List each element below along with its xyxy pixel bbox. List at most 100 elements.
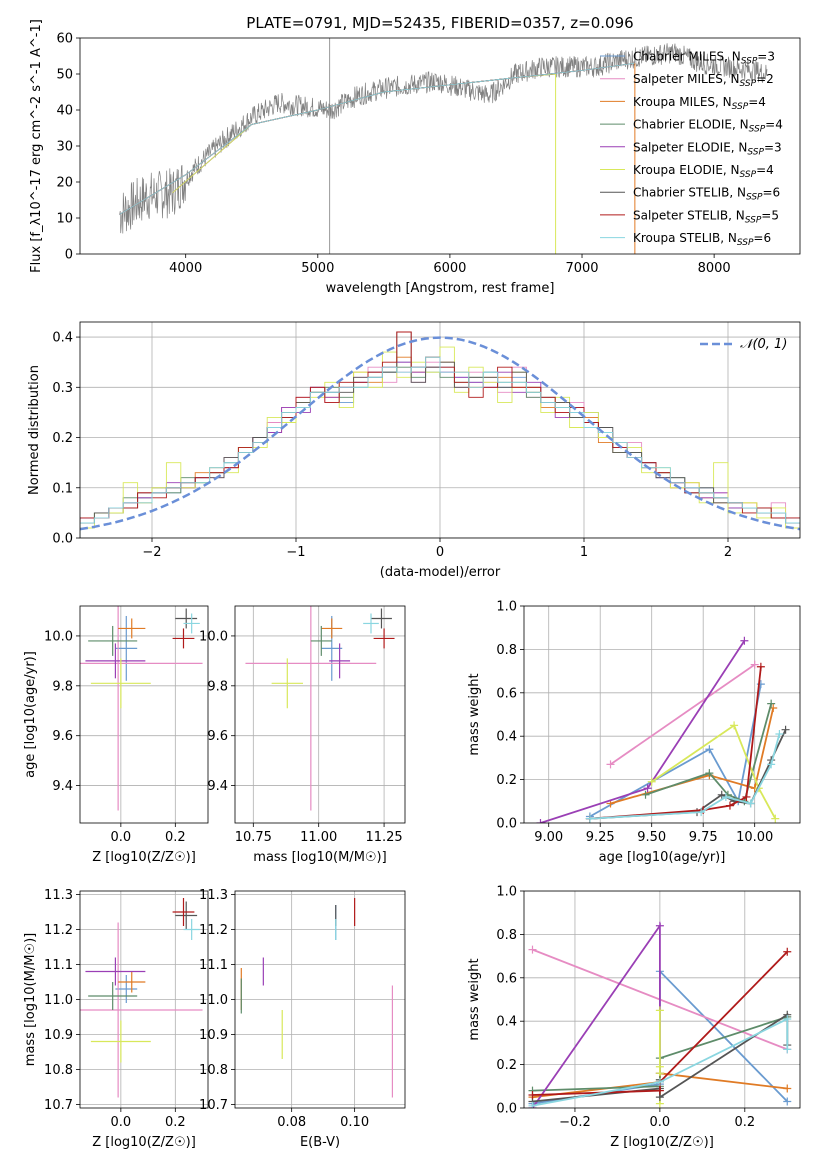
y-tick-label: 0.6 — [496, 686, 517, 701]
x-tick-label: 0.2 — [165, 830, 186, 845]
data-point-marker — [641, 790, 650, 799]
y-axis-label: mass weight — [467, 958, 482, 1040]
y-tick-label: 9.6 — [207, 729, 228, 744]
legend-subscript: SSP — [746, 193, 763, 203]
legend-entry: Kroupa MILES, NSSP=4 — [633, 95, 766, 112]
panel-age-vs-mass — [235, 606, 405, 823]
legend-label: Salpeter STELIB, N — [633, 208, 745, 222]
series-line — [532, 951, 788, 1096]
x-tick-label: 0 — [436, 545, 444, 560]
y-tick-label: 0.8 — [496, 643, 517, 658]
legend-subscript: SSP — [747, 147, 764, 157]
data-point-marker — [750, 660, 759, 669]
panel-mass-vs-EBV — [235, 891, 405, 1108]
legend-entry: 𝒩(0, 1) — [740, 337, 787, 352]
axes-frame — [79, 321, 801, 539]
y-tick-label: 0.6 — [496, 971, 517, 986]
y-tick-label: 0.2 — [496, 773, 517, 788]
y-tick-label: 0.0 — [52, 532, 73, 547]
y-tick-label: 0.8 — [496, 928, 517, 943]
data-point-marker — [643, 784, 652, 793]
panel-mass-weight-vs-age — [524, 606, 800, 823]
series-line — [119, 62, 635, 215]
x-tick-label: 5000 — [301, 261, 334, 276]
normal-pdf-line — [80, 336, 800, 531]
x-tick-label: 7000 — [565, 261, 598, 276]
x-tick-label: 0.08 — [277, 1115, 306, 1130]
y-tick-label: 11.3 — [199, 888, 228, 903]
data-point-marker — [528, 1101, 537, 1108]
y-tick-label: 10.9 — [44, 1028, 73, 1043]
legend-entry: Salpeter ELODIE, NSSP=3 — [633, 140, 782, 157]
x-axis-label: wavelength [Angstrom, rest frame] — [326, 281, 555, 296]
panel-mass-weight-vs-Z — [524, 891, 800, 1108]
y-tick-label: 0.4 — [496, 730, 517, 745]
legend-nssp: =4 — [765, 118, 783, 132]
x-axis-label: age [log10(age/yr)] — [599, 850, 726, 865]
data-point-marker — [717, 790, 726, 799]
series-line — [119, 62, 635, 215]
y-tick-label: 11.1 — [199, 958, 228, 973]
x-tick-label: 11.25 — [365, 830, 402, 845]
y-tick-label: 10.8 — [44, 1063, 73, 1078]
y-tick-label: 1.0 — [496, 600, 517, 615]
legend-entry: Kroupa ELODIE, NSSP=4 — [633, 163, 774, 180]
legend-entry: Chabrier STELIB, NSSP=6 — [633, 186, 780, 203]
data-point-marker — [697, 808, 706, 817]
data-point-marker — [775, 730, 784, 739]
y-tick-label: 1.0 — [496, 885, 517, 900]
y-tick-label: 11.0 — [44, 993, 73, 1008]
panel-age-vs-Z — [80, 606, 208, 823]
y-axis-label: Flux [f_λ10^-17 erg cm^-2 s^-1 A^-1] — [29, 19, 44, 273]
data-point-marker — [655, 1077, 664, 1086]
x-tick-label: 11.00 — [300, 830, 337, 845]
panel-mass-vs-Z — [80, 891, 208, 1108]
observed-spectrum-line — [119, 43, 768, 234]
legend-subscript: SSP — [732, 102, 749, 112]
legend-entry: Salpeter STELIB, NSSP=5 — [633, 208, 779, 225]
x-tick-label: 9.75 — [689, 830, 718, 845]
data-point-marker — [742, 792, 751, 801]
data-point-marker — [740, 636, 749, 645]
data-point-marker — [783, 947, 792, 956]
legend-nssp: =6 — [753, 231, 771, 245]
series-line — [119, 62, 635, 215]
y-tick-label: 10 — [56, 212, 73, 227]
axes-frame — [523, 605, 801, 824]
legend-label: Salpeter MILES, N — [633, 72, 740, 86]
legend-nssp: =3 — [764, 140, 782, 154]
data-point-marker — [756, 662, 765, 671]
axes-frame — [79, 890, 209, 1109]
series-line — [589, 733, 781, 820]
y-tick-label: 60 — [56, 32, 73, 47]
x-axis-label: (data-model)/error — [380, 565, 501, 580]
y-tick-label: 40 — [56, 104, 73, 119]
x-tick-label: 10.00 — [736, 830, 773, 845]
series-line — [589, 729, 787, 820]
y-tick-label: 11.1 — [44, 958, 73, 973]
y-tick-label: 9.6 — [52, 729, 73, 744]
axes-frame — [234, 605, 406, 824]
legend-entry: Chabrier MILES, NSSP=3 — [633, 50, 775, 67]
series-line — [119, 62, 635, 215]
x-tick-label: 0.0 — [650, 1115, 671, 1130]
data-point-marker — [783, 1097, 792, 1106]
data-point-marker — [655, 921, 664, 930]
y-tick-label: 9.8 — [52, 679, 73, 694]
x-tick-label: −1 — [286, 545, 305, 560]
data-point-marker — [528, 1090, 537, 1099]
x-tick-label: 2 — [724, 545, 732, 560]
y-tick-label: 20 — [56, 176, 73, 191]
legend-label: Kroupa MILES, N — [633, 95, 732, 109]
y-tick-label: 0.0 — [496, 817, 517, 832]
legend-nssp: =4 — [748, 95, 766, 109]
axes-frame — [79, 37, 801, 255]
legend-label: Kroupa STELIB, N — [633, 231, 737, 245]
legend-nssp: =2 — [756, 72, 774, 86]
data-point-marker — [528, 945, 537, 954]
y-tick-label: 0.4 — [52, 331, 73, 346]
data-point-marker — [725, 801, 734, 810]
y-tick-label: 10.7 — [199, 1098, 228, 1113]
x-tick-label: 0.2 — [734, 1115, 755, 1130]
legend-nssp: =6 — [763, 186, 781, 200]
